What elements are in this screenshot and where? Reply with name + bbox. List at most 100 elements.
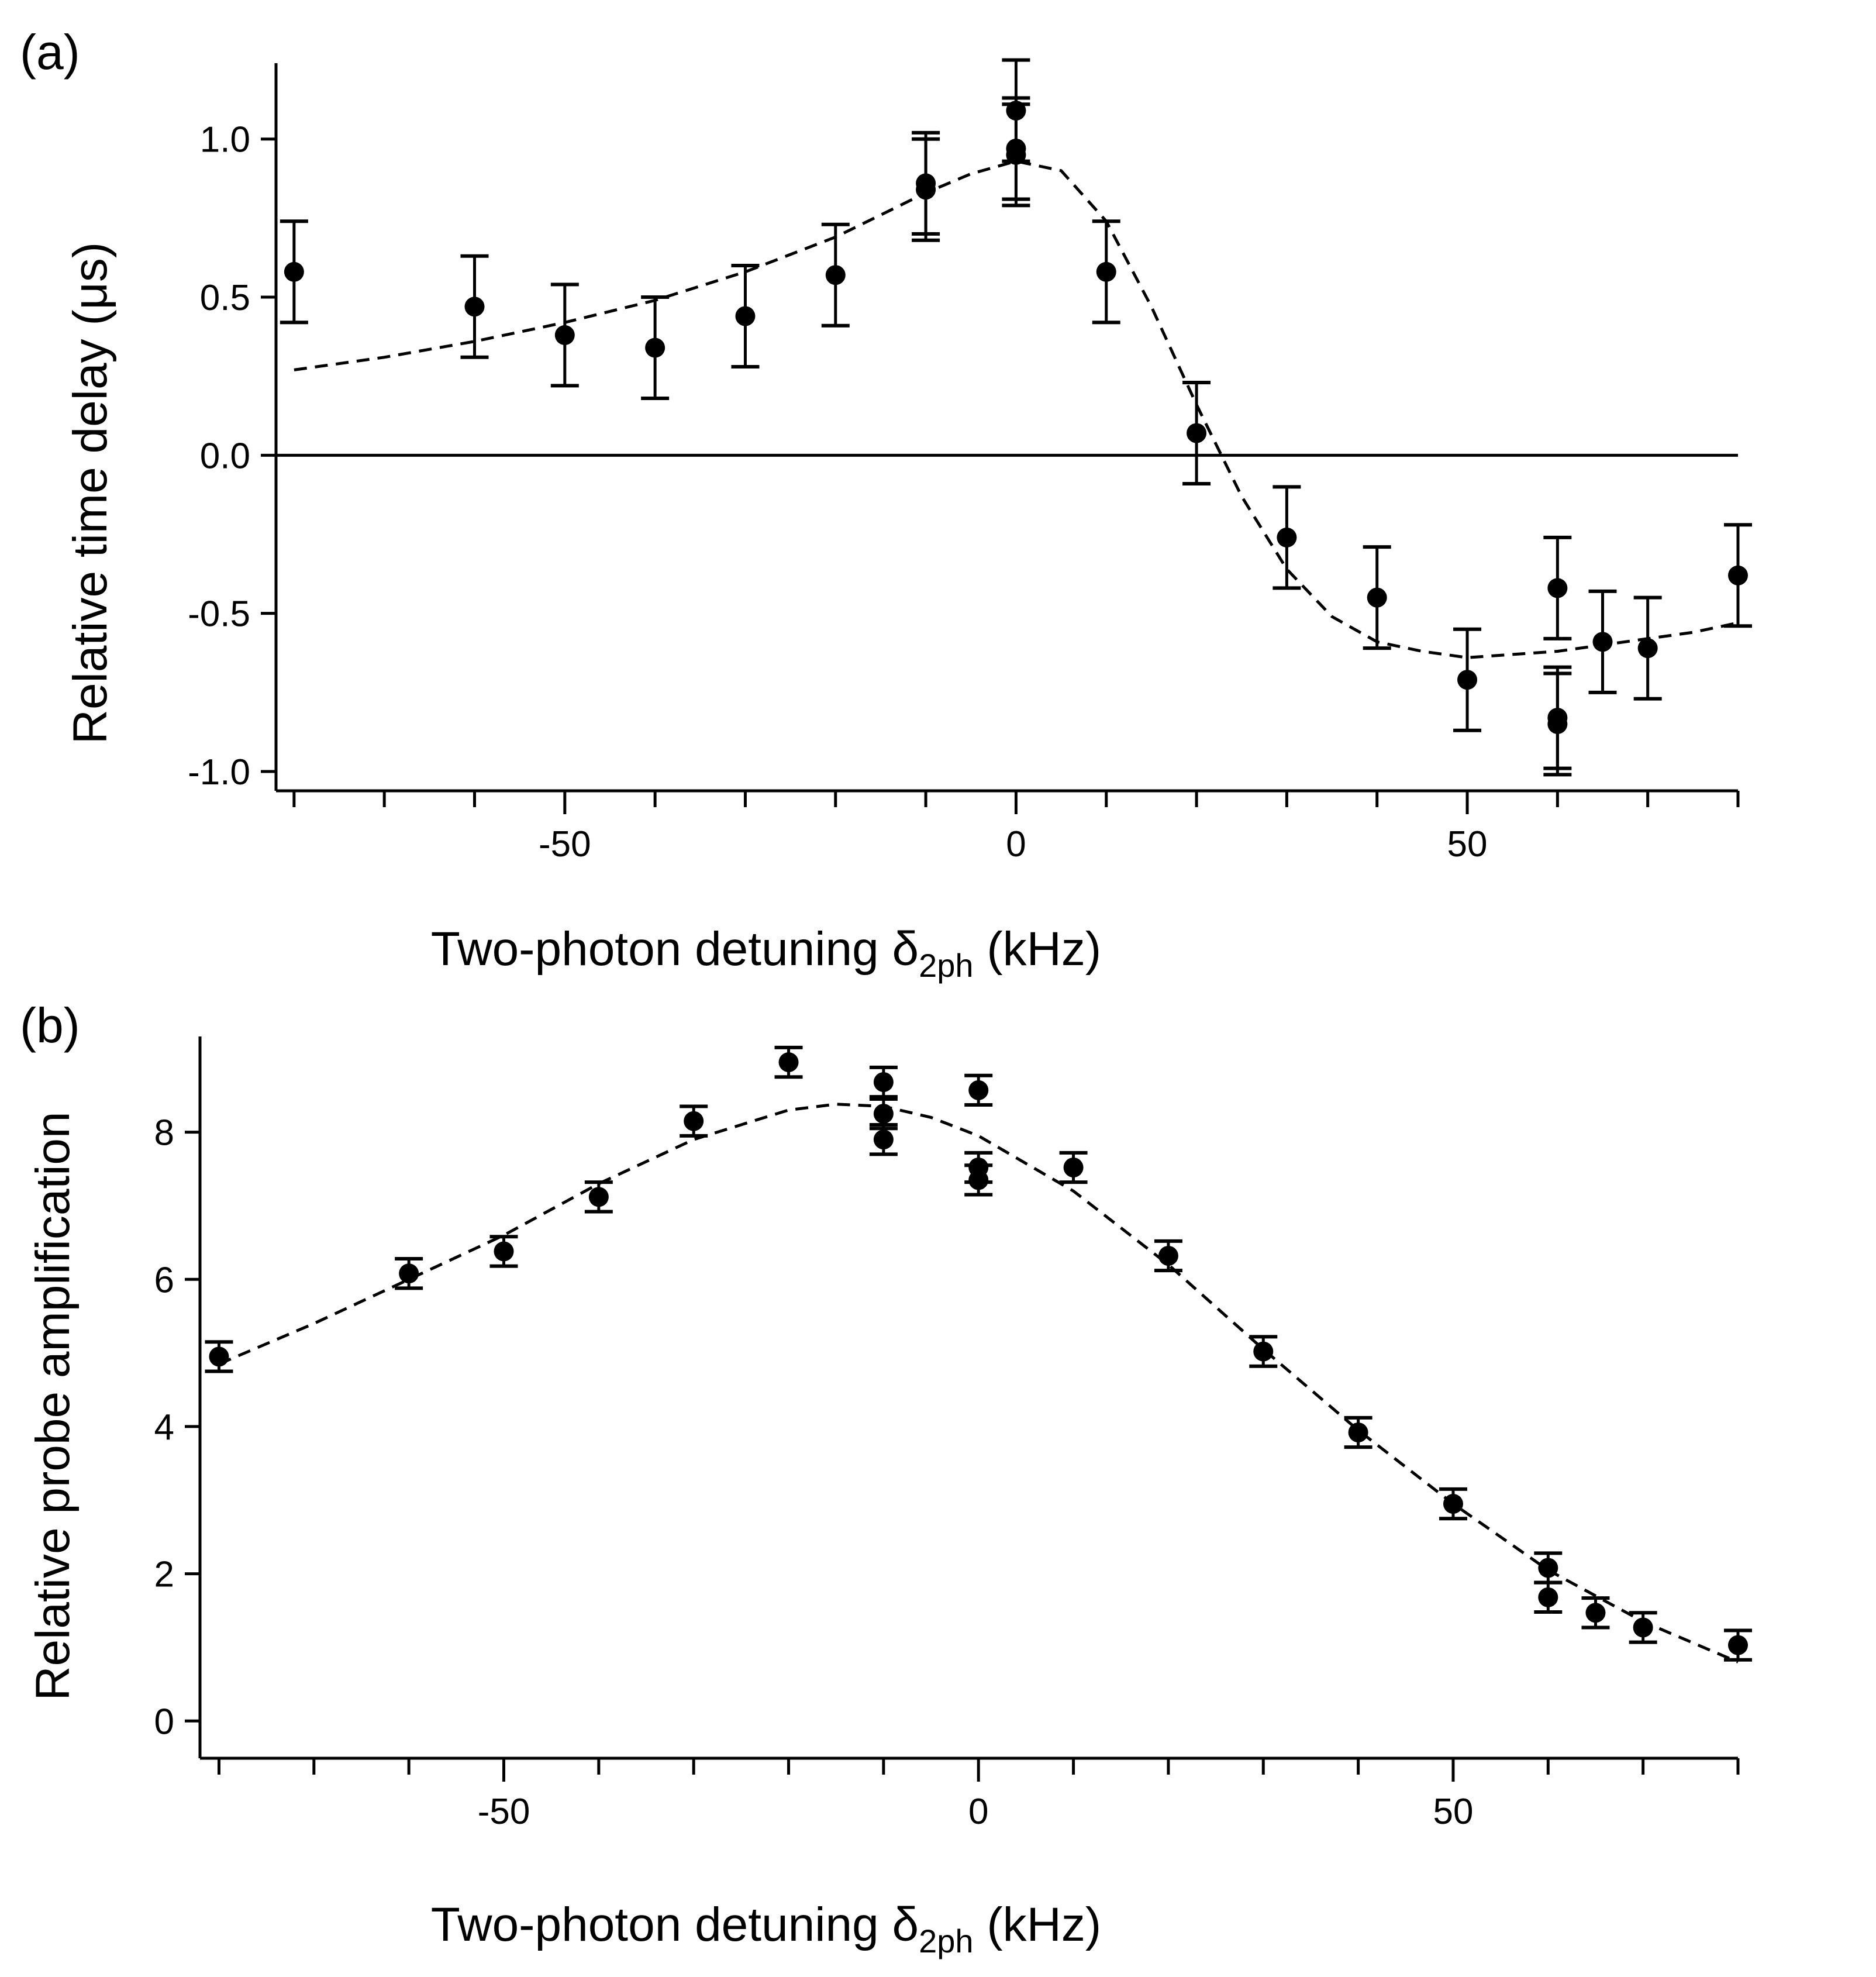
panel-a-y-tick-label: 0.5 bbox=[200, 278, 250, 318]
panel-b-data-point bbox=[774, 1045, 803, 1079]
panel-a-data-point bbox=[912, 137, 940, 242]
panel-a-data-point bbox=[1272, 485, 1301, 590]
panel-b-data-marker bbox=[873, 1129, 894, 1150]
panel-b-data-point bbox=[1439, 1487, 1467, 1521]
panel-b-y-tick-label: 6 bbox=[154, 1260, 174, 1300]
panel-b-data-marker bbox=[399, 1263, 419, 1284]
panel-a-y-tick-label: 0.0 bbox=[200, 436, 250, 476]
panel-b-data-marker bbox=[1253, 1341, 1274, 1362]
panel-a-data-marker bbox=[284, 261, 304, 282]
panel-b-y-tick-label: 2 bbox=[154, 1555, 174, 1595]
panel-b-data-marker bbox=[494, 1241, 514, 1262]
panel-b-data-marker bbox=[1063, 1157, 1084, 1177]
panel-b-data-point bbox=[584, 1180, 613, 1214]
panel-b-data-marker bbox=[873, 1104, 894, 1124]
panel-a-x-tick-label: 0 bbox=[1006, 824, 1026, 864]
panel-a-data-marker bbox=[1457, 670, 1478, 690]
panel-a-data-point bbox=[1092, 219, 1120, 325]
panel-b-data-marker bbox=[968, 1170, 989, 1190]
panel-b-y-tick-label: 8 bbox=[154, 1113, 174, 1153]
panel-a-data-point bbox=[1588, 589, 1617, 694]
panel-b-x-axis-label-sub: 2ph bbox=[919, 1923, 973, 1959]
panel-b-data-point bbox=[1534, 1551, 1563, 1585]
panel-b-data-point bbox=[1724, 1628, 1752, 1662]
panel-b-data-point bbox=[1581, 1596, 1610, 1630]
panel-a-y-tick-label: -0.5 bbox=[188, 594, 250, 635]
panel-a-y-tick-label: -1.0 bbox=[188, 752, 250, 793]
panel-a-data-marker bbox=[645, 337, 665, 358]
panel-a-data-point bbox=[1633, 595, 1662, 701]
panel-a-data-point bbox=[460, 254, 489, 359]
panel-a-fit-curve bbox=[294, 160, 1739, 659]
panel-b-data-point bbox=[489, 1235, 518, 1268]
panel-b-data-point bbox=[1249, 1335, 1278, 1368]
panel-b-data-point bbox=[869, 1123, 898, 1156]
panel-b-data-marker bbox=[209, 1346, 229, 1367]
panel-a-data-marker bbox=[464, 297, 485, 317]
panel-b-data-point bbox=[1344, 1415, 1372, 1449]
panel-a-data-point bbox=[1543, 671, 1572, 777]
panel-b-data-marker bbox=[968, 1080, 989, 1100]
panel-b-data-marker bbox=[588, 1187, 609, 1207]
panel-a-data-marker bbox=[1367, 587, 1387, 608]
panel-b-data-point bbox=[1059, 1151, 1088, 1184]
panel-b: (b) Relative probe amplification Two-pho… bbox=[20, 998, 1752, 1959]
panel-b-data-marker bbox=[1158, 1245, 1178, 1266]
panel-b-x-tick-label: 50 bbox=[1433, 1792, 1473, 1832]
panel-a-data-point bbox=[550, 283, 579, 388]
panel-a-data-marker bbox=[1547, 578, 1568, 598]
panel-a-data-point bbox=[1182, 381, 1211, 486]
panel-b-data-point bbox=[964, 1073, 993, 1107]
panel-a-data-point bbox=[1453, 627, 1482, 732]
panel-a-data-marker bbox=[554, 325, 575, 345]
panel-a-x-axis-label-unit: (kHz) bbox=[974, 922, 1102, 976]
panel-b-y-tick-label: 0 bbox=[154, 1702, 174, 1742]
panel-a-data-point bbox=[1002, 102, 1030, 208]
panel-a-data-marker bbox=[825, 265, 846, 285]
panel-b-data-point bbox=[964, 1163, 993, 1197]
panel-b-data-marker bbox=[1585, 1603, 1606, 1623]
panel-b-data-marker bbox=[1538, 1587, 1558, 1607]
panel-b-data-point bbox=[205, 1340, 233, 1373]
panel-b-data-marker bbox=[778, 1052, 799, 1073]
panel-b-y-axis-label: Relative probe amplification bbox=[26, 1111, 80, 1700]
panel-a-x-tick-label: -50 bbox=[539, 824, 591, 864]
panel-a-data-marker bbox=[1277, 527, 1297, 547]
panel-b-data-marker bbox=[1538, 1558, 1558, 1578]
panel-b-x-axis-label-unit: (kHz) bbox=[974, 1898, 1102, 1951]
panel-a-data-point bbox=[1543, 535, 1572, 640]
panel-a-data-marker bbox=[1728, 565, 1748, 585]
panel-a-data-marker bbox=[1187, 423, 1207, 443]
panel-a-data-point bbox=[280, 219, 308, 325]
panel-a-data-point bbox=[821, 222, 850, 328]
panel-a-data-marker bbox=[1637, 638, 1658, 659]
panel-a-data-marker bbox=[1592, 632, 1613, 652]
panel-b-label: (b) bbox=[20, 998, 80, 1053]
panel-b-data-point bbox=[680, 1104, 708, 1138]
panel-a-data-marker bbox=[916, 180, 936, 200]
panel-a-x-axis-label-main: Two-photon detuning δ bbox=[431, 922, 919, 976]
panel-a-data-point bbox=[731, 263, 760, 368]
panel-b-x-tick-label: -50 bbox=[478, 1792, 530, 1832]
panel-b-data-marker bbox=[1348, 1422, 1368, 1442]
panel-b-x-tick-label: 0 bbox=[968, 1792, 988, 1832]
panel-b-x-axis-label-main: Two-photon detuning δ bbox=[431, 1898, 919, 1951]
panel-b-data-point bbox=[1629, 1611, 1657, 1644]
panel-a-x-tick-label: 50 bbox=[1447, 824, 1488, 864]
panel-a-data-marker bbox=[735, 306, 756, 326]
panel-b-data-marker bbox=[1633, 1617, 1653, 1638]
panel-a-data-marker bbox=[1547, 714, 1568, 734]
panel-b-data-marker bbox=[1443, 1494, 1463, 1514]
panel-b-data-point bbox=[395, 1257, 423, 1290]
panel-b-data-marker bbox=[1728, 1635, 1748, 1655]
panel-b-data-point bbox=[869, 1065, 898, 1099]
panel-a-y-tick-label: 1.0 bbox=[200, 120, 250, 160]
panel-b-data-point bbox=[1154, 1239, 1182, 1273]
panel-b-plot-area: 8 6 4 2 0 -50 0 50 bbox=[154, 1036, 1752, 1832]
panel-a-x-axis-label-sub: 2ph bbox=[919, 947, 973, 984]
panel-b-data-point bbox=[1534, 1580, 1563, 1614]
panel-a: (a) Relative time delay (μs) Two-photon … bbox=[20, 25, 1752, 984]
panel-a-plot-area: 1.0 0.5 0.0 -0.5 -1.0 -50 0 50 bbox=[188, 58, 1752, 864]
panel-a-y-axis-label: Relative time delay (μs) bbox=[64, 242, 117, 744]
